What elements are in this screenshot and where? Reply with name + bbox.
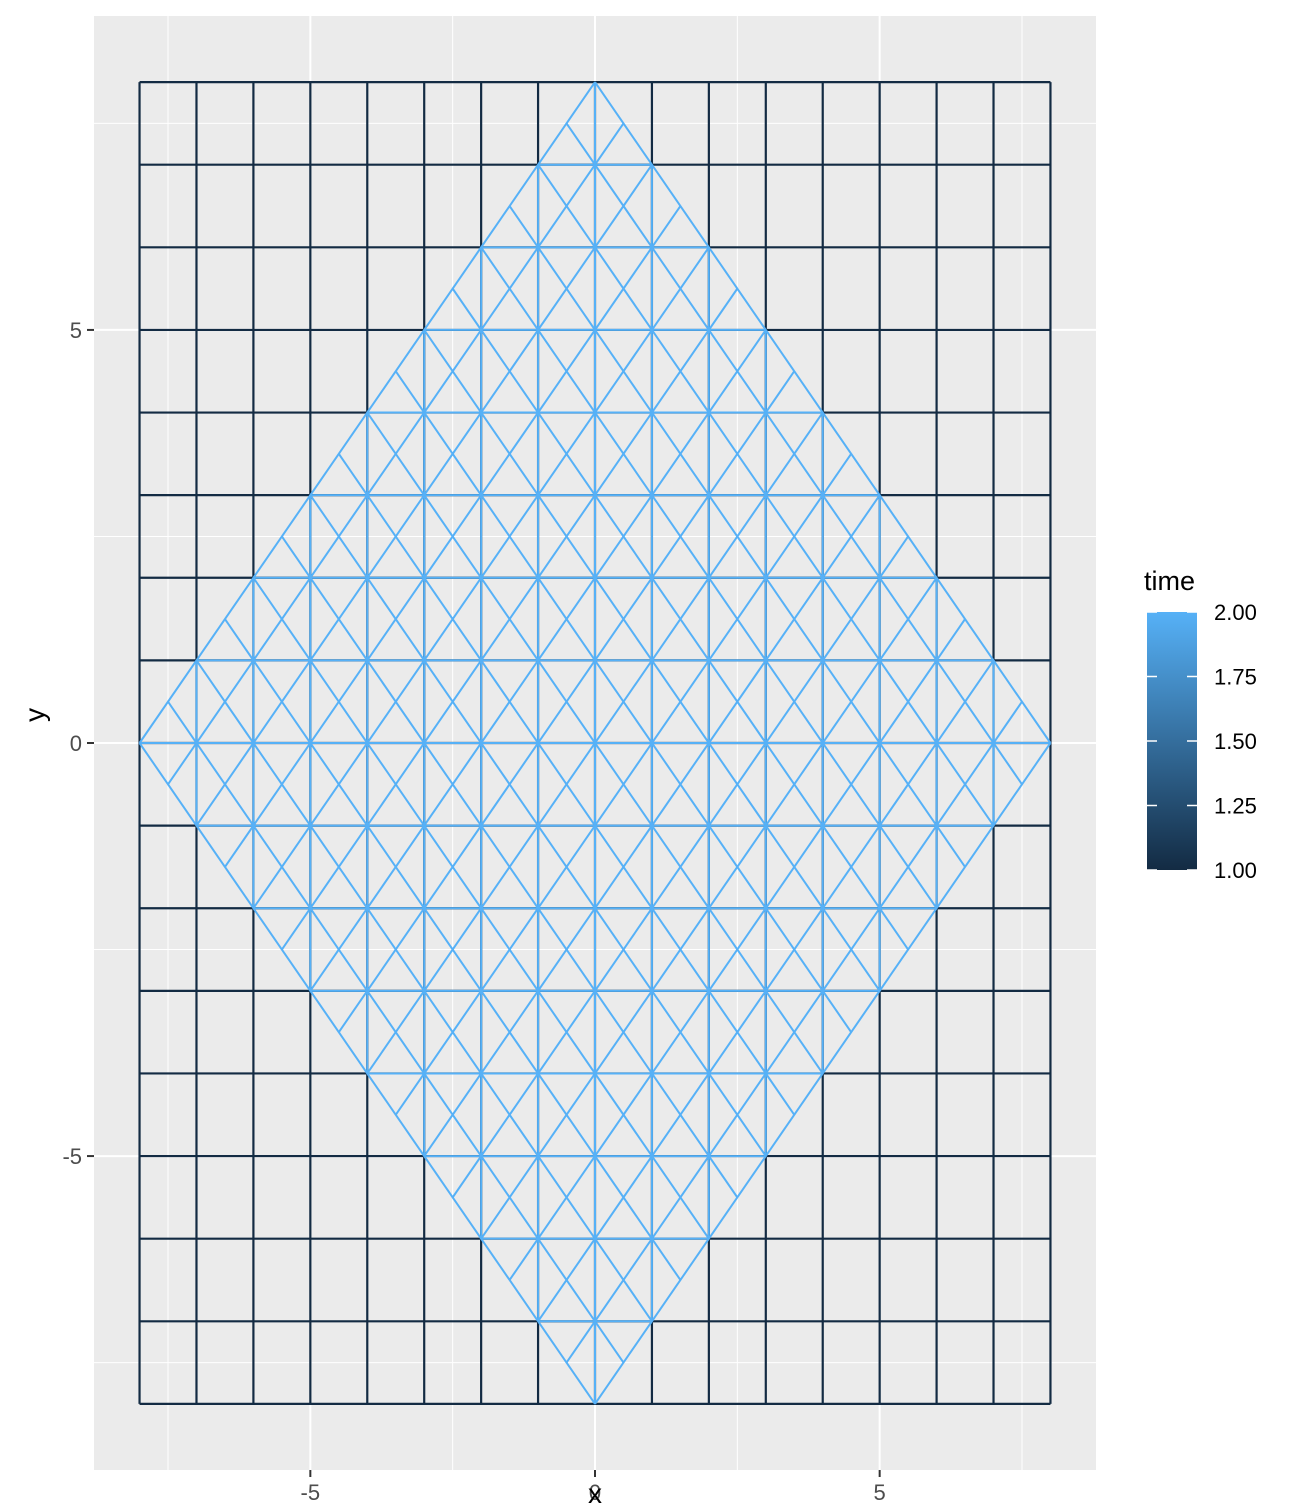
legend-label: 1.25	[1214, 794, 1257, 819]
legend-label: 1.50	[1214, 729, 1257, 754]
legend-label: 2.00	[1214, 600, 1257, 625]
legend-label: 1.00	[1214, 858, 1257, 883]
legend-label: 1.75	[1214, 665, 1257, 690]
diamond-line-falling	[337, 453, 796, 1116]
y-axis: -5 0 5	[62, 318, 94, 1169]
y-tick-label: 5	[70, 318, 82, 343]
diamond-line-falling	[281, 535, 739, 1198]
diamond-line-falling	[394, 370, 853, 1033]
series-time-2	[138, 81, 1052, 1405]
legend-title: time	[1144, 566, 1195, 596]
x-axis: -5 0 5	[301, 1470, 886, 1505]
y-axis-title: y	[19, 708, 50, 722]
legend: time 1.00 1.25 1.50 1.75 2.00	[1144, 566, 1257, 883]
diamond-line-falling	[167, 701, 625, 1364]
y-tick-label: 0	[70, 731, 82, 756]
x-tick-label: 0	[589, 1480, 601, 1505]
diamond-line-falling	[565, 122, 1023, 785]
diamond-line-falling	[451, 288, 909, 951]
legend-ticks: 1.00 1.25 1.50 1.75 2.00	[1147, 600, 1257, 883]
diamond-line-falling	[508, 205, 966, 868]
diamond-line-falling	[224, 618, 682, 1281]
x-axis-title: x	[588, 1478, 602, 1509]
x-tick-label: 5	[874, 1480, 886, 1505]
y-tick-label: -5	[62, 1144, 82, 1169]
x-tick-label: -5	[301, 1480, 321, 1505]
